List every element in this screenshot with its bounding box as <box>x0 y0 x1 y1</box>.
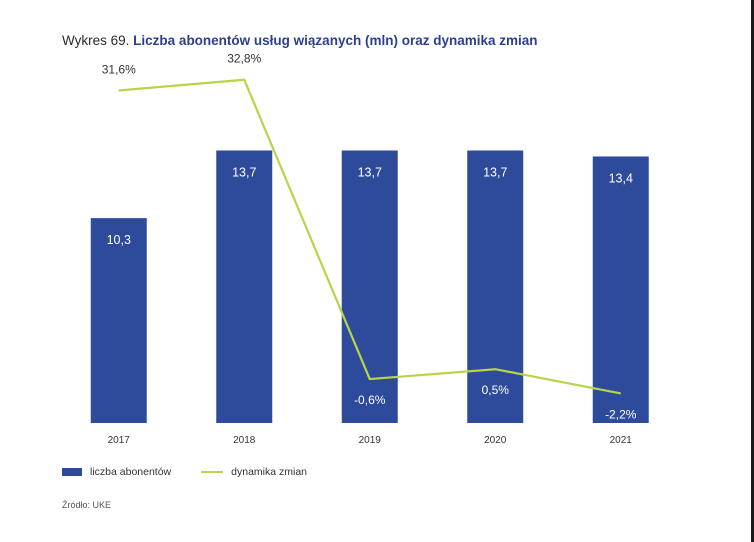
bar-value-label-2018: 13,7 <box>232 166 256 180</box>
chart-title-prefix: Wykres 69. <box>62 33 130 48</box>
line-value-label-2018: 32,8% <box>227 52 261 66</box>
bar-value-label-2017: 10,3 <box>107 233 131 247</box>
line-value-label-2019: -0,6% <box>354 393 386 407</box>
legend-bar-swatch <box>62 468 82 476</box>
x-tick-label-2020: 2020 <box>484 435 507 446</box>
legend-bar-label: liczba abonentów <box>90 466 172 478</box>
line-value-label-2020: 0,5% <box>482 383 510 397</box>
bar-2018 <box>216 150 273 423</box>
bar-2017 <box>90 218 147 423</box>
line-value-label-2017: 31,6% <box>102 62 136 76</box>
x-tick-label-2021: 2021 <box>610 435 633 446</box>
chart-legend: liczba abonentów dynamika zmian <box>62 466 307 478</box>
bar-value-label-2021: 13,4 <box>609 171 633 185</box>
chart-title: Wykres 69. Liczba abonentów usług wiązan… <box>62 33 538 48</box>
x-tick-label-2018: 2018 <box>233 435 256 446</box>
x-tick-label-2019: 2019 <box>359 435 382 446</box>
chart-title-main: Liczba abonentów usług wiązanych (mln) o… <box>133 33 538 48</box>
bar-2019 <box>341 150 398 423</box>
bar-2021 <box>592 156 649 423</box>
legend-line-label: dynamika zmian <box>231 466 308 478</box>
window-edge <box>751 0 754 542</box>
source-note: Źródło: UKE <box>62 500 112 510</box>
line-value-label-2021: -2,2% <box>605 407 637 421</box>
line-dynamika-zmian <box>118 78 621 395</box>
legend-line-swatch <box>201 471 224 473</box>
x-tick-label-2017: 2017 <box>108 435 131 446</box>
bar-2020 <box>467 150 524 423</box>
bar-value-label-2020: 13,7 <box>483 166 507 180</box>
bar-value-label-2019: 13,7 <box>358 166 382 180</box>
